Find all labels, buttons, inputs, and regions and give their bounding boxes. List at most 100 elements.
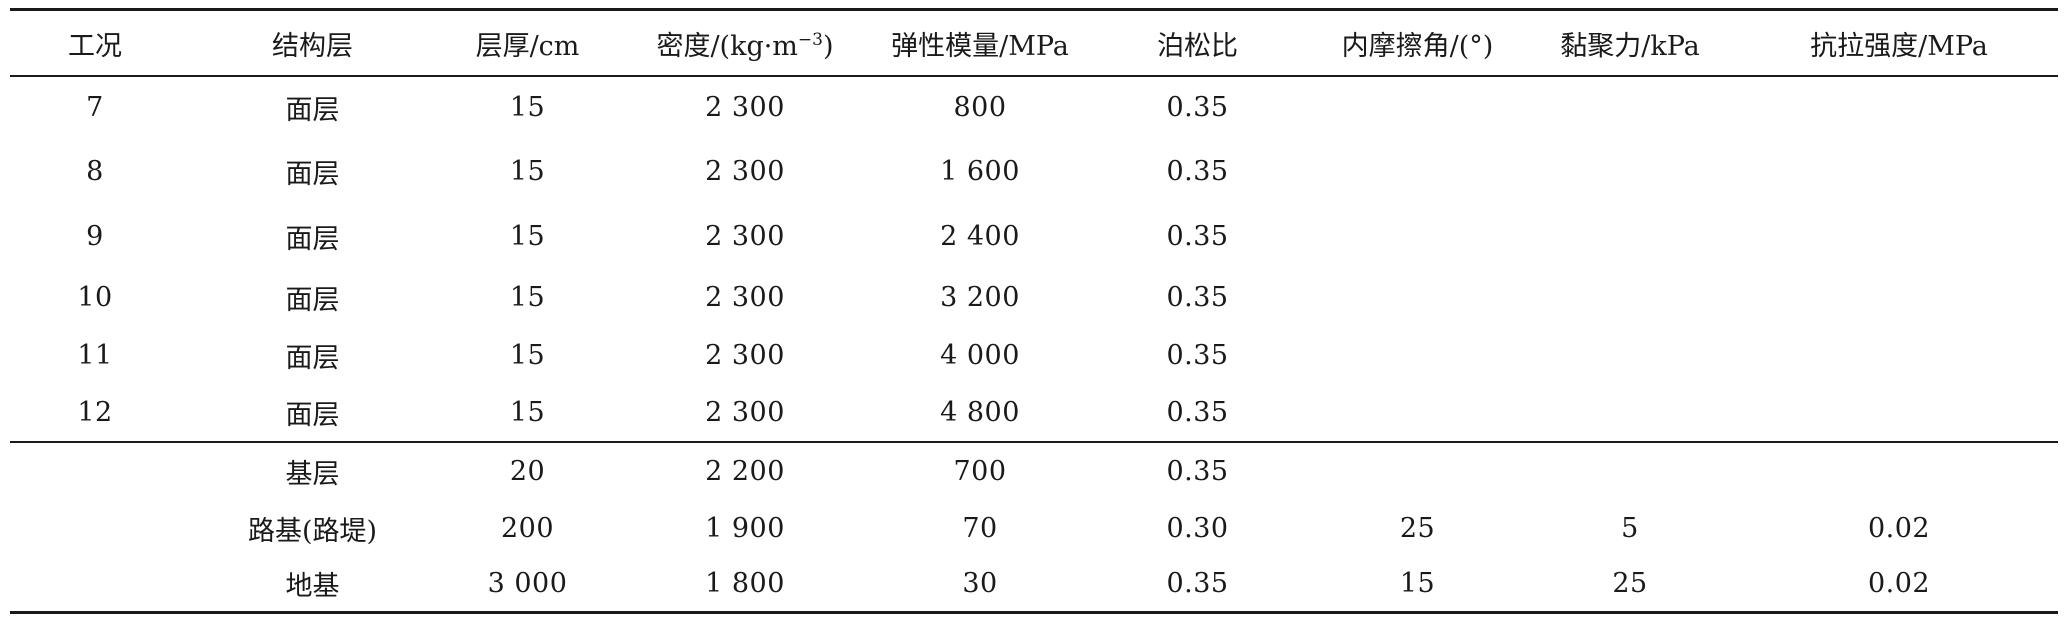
cell-structure-layer: 面层 (285, 284, 340, 316)
cell-friction-angle: 25 (1399, 512, 1436, 544)
cell-poisson-ratio: 0.35 (1166, 456, 1229, 487)
cell-thickness: 200 (500, 512, 555, 544)
cell-tensile-strength (1740, 268, 2058, 326)
table-header: 工况 结构层 层厚/cm 密度/(kg·m−3) 弹性模量/MPa 泊松比 内摩… (10, 9, 2058, 76)
cell-tensile-strength (1740, 204, 2058, 268)
cell-structure-layer: 基层 (285, 459, 340, 490)
cell-friction-angle (1315, 138, 1520, 204)
header-elastic-modulus: 弹性模量/MPa (891, 30, 1069, 62)
cell-tensile-strength (1740, 76, 2058, 138)
header-tensile-strength: 抗拉强度/MPa (1810, 30, 1988, 62)
cell-cohesion (1520, 268, 1740, 326)
cell-thickness: 15 (509, 397, 546, 428)
cell-elastic-modulus: 70 (962, 512, 998, 544)
cell-structure-layer: 面层 (285, 223, 340, 255)
header-thickness: 层厚/cm (475, 30, 580, 62)
cell-tensile-strength: 0.02 (1867, 512, 1931, 544)
table-body: 7 面层 15 2 300 800 0.35 8 面层 15 2 300 1 6… (10, 76, 2058, 612)
cell-condition: 8 (86, 155, 104, 187)
cell-poisson-ratio: 0.35 (1166, 220, 1229, 252)
cell-poisson-ratio: 0.35 (1166, 339, 1229, 371)
cell-condition (10, 500, 180, 556)
cell-structure-layer: 面层 (285, 158, 340, 190)
cell-poisson-ratio: 0.35 (1166, 92, 1229, 123)
table-row: 12 面层 15 2 300 4 800 0.35 (10, 384, 2058, 442)
cell-density: 2 300 (705, 155, 785, 187)
cell-elastic-modulus: 4 000 (940, 339, 1020, 371)
cell-tensile-strength (1740, 442, 2058, 500)
cell-cohesion (1520, 442, 1740, 500)
header-row: 工况 结构层 层厚/cm 密度/(kg·m−3) 弹性模量/MPa 泊松比 内摩… (10, 9, 2058, 76)
cell-tensile-strength: 0.02 (1867, 567, 1931, 599)
cell-structure-layer: 面层 (285, 400, 340, 431)
cell-density: 1 900 (705, 512, 785, 544)
table-row: 基层 20 2 200 700 0.35 (10, 442, 2058, 500)
cell-density: 2 300 (705, 220, 785, 252)
cell-tensile-strength (1740, 326, 2058, 384)
table-row: 8 面层 15 2 300 1 600 0.35 (10, 138, 2058, 204)
cell-structure-layer: 地基 (285, 570, 340, 602)
cell-density: 2 300 (705, 281, 785, 313)
cell-friction-angle (1315, 76, 1520, 138)
cell-cohesion (1520, 138, 1740, 204)
cell-condition: 12 (77, 397, 113, 428)
cell-condition (10, 556, 180, 612)
table-row: 地基 3 000 1 800 30 0.35 15 25 0.02 (10, 556, 2058, 612)
cell-thickness: 15 (509, 339, 546, 371)
cell-friction-angle (1315, 204, 1520, 268)
cell-elastic-modulus: 2 400 (940, 220, 1020, 252)
table-row: 9 面层 15 2 300 2 400 0.35 (10, 204, 2058, 268)
cell-elastic-modulus: 700 (953, 456, 1007, 487)
cell-structure-layer: 路基(路堤) (247, 515, 378, 547)
cell-thickness: 15 (509, 155, 546, 187)
header-friction-angle: 内摩擦角/(°) (1341, 30, 1494, 62)
cell-tensile-strength (1740, 384, 2058, 442)
cell-poisson-ratio: 0.35 (1166, 281, 1229, 313)
cell-structure-layer: 面层 (285, 342, 340, 374)
header-structure-layer: 结构层 (272, 30, 353, 62)
header-density: 密度/(kg·m−3) (656, 29, 834, 62)
table-row: 11 面层 15 2 300 4 000 0.35 (10, 326, 2058, 384)
cell-density: 2 200 (705, 456, 785, 487)
cell-thickness: 15 (509, 220, 546, 252)
cell-condition: 9 (86, 220, 104, 252)
cell-friction-angle: 15 (1399, 567, 1436, 599)
table-row: 7 面层 15 2 300 800 0.35 (10, 76, 2058, 138)
cell-poisson-ratio: 0.35 (1166, 155, 1229, 187)
cell-poisson-ratio: 0.35 (1166, 567, 1229, 599)
cell-friction-angle (1315, 442, 1520, 500)
parameter-table-container: 工况 结构层 层厚/cm 密度/(kg·m−3) 弹性模量/MPa 泊松比 内摩… (10, 8, 2058, 614)
cell-condition: 11 (77, 339, 113, 371)
cell-structure-layer: 面层 (285, 95, 340, 126)
cell-density: 2 300 (705, 92, 785, 123)
cell-condition: 10 (77, 281, 113, 313)
cell-cohesion (1520, 204, 1740, 268)
cell-elastic-modulus: 800 (953, 92, 1007, 123)
cell-elastic-modulus: 3 200 (940, 281, 1020, 313)
cell-cohesion (1520, 326, 1740, 384)
cell-cohesion: 25 (1612, 567, 1648, 599)
header-condition: 工况 (68, 30, 122, 62)
header-poisson-ratio: 泊松比 (1157, 30, 1238, 62)
cell-density: 2 300 (705, 397, 785, 428)
cell-thickness: 15 (509, 92, 546, 123)
cell-friction-angle (1315, 326, 1520, 384)
parameter-table: 工况 结构层 层厚/cm 密度/(kg·m−3) 弹性模量/MPa 泊松比 内摩… (10, 8, 2058, 614)
cell-cohesion (1520, 384, 1740, 442)
cell-thickness: 3 000 (487, 567, 568, 599)
header-cohesion: 黏聚力/kPa (1560, 30, 1700, 62)
cell-cohesion (1520, 76, 1740, 138)
cell-density: 2 300 (705, 339, 785, 371)
cell-condition (10, 442, 180, 500)
cell-poisson-ratio: 0.35 (1166, 397, 1229, 428)
cell-thickness: 20 (509, 456, 546, 487)
cell-condition: 7 (86, 92, 104, 123)
cell-tensile-strength (1740, 138, 2058, 204)
cell-thickness: 15 (509, 281, 546, 313)
cell-elastic-modulus: 4 800 (940, 397, 1020, 428)
cell-elastic-modulus: 1 600 (940, 155, 1020, 187)
cell-poisson-ratio: 0.30 (1166, 512, 1229, 544)
table-row: 10 面层 15 2 300 3 200 0.35 (10, 268, 2058, 326)
cell-density: 1 800 (705, 567, 785, 599)
cell-cohesion: 5 (1621, 512, 1639, 544)
